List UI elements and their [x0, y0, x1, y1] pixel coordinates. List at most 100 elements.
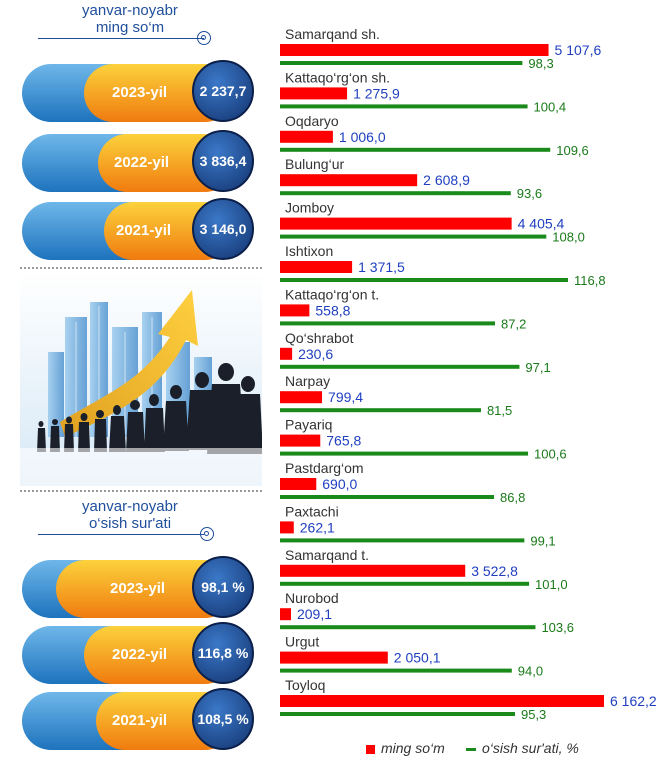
target-icon — [197, 31, 211, 45]
growth-bar — [280, 538, 525, 543]
money-value-label: 262,1 — [300, 519, 335, 535]
money-value-label: 558,8 — [315, 302, 350, 318]
dotted-divider — [20, 267, 262, 269]
growth-subtitle: o‘sish sur'ati — [88, 515, 172, 532]
growth-bar — [280, 495, 495, 499]
money-value-label: 1 275,9 — [353, 85, 400, 101]
year-label: 2023-yil — [110, 580, 166, 597]
money-value-label: 5 107,6 — [555, 42, 602, 58]
growth-value-label: 100,4 — [534, 99, 567, 114]
growth-bar — [280, 625, 536, 630]
money-bar — [280, 564, 466, 577]
growth-value-label: 97,1 — [525, 360, 550, 375]
money-value-label: 2 050,1 — [394, 650, 441, 666]
year-label: 2022-yil — [112, 646, 168, 663]
category-label: Samarqand t. — [285, 547, 369, 563]
growth-value-label: 98,3 — [528, 56, 553, 71]
growth-value-label: 99,1 — [530, 533, 555, 548]
money-bar — [280, 608, 291, 621]
target-icon — [200, 527, 214, 541]
year-label: 2023-yil — [112, 84, 168, 101]
category-label: Payariq — [285, 417, 332, 433]
value-circle: 3 146,0 — [192, 198, 254, 260]
year-label: 2021-yil — [116, 222, 172, 239]
growth-value-label: 100,6 — [534, 447, 567, 462]
money-value-label: 690,0 — [322, 476, 357, 492]
category-label: Urgut — [285, 634, 319, 650]
legend-green-swatch — [466, 747, 476, 751]
money-bar — [280, 391, 323, 404]
legend-red-swatch — [366, 744, 375, 754]
money-value-label: 765,8 — [326, 433, 361, 449]
money-value-label: 3 522,8 — [471, 563, 518, 579]
business-growth-illustration — [20, 272, 262, 486]
category-label: Narpay — [285, 373, 330, 389]
money-value-label: 209,1 — [297, 606, 332, 622]
growth-bar — [280, 408, 481, 413]
growth-value-label: 94,0 — [518, 664, 543, 679]
value-circle: 116,8 % — [192, 622, 254, 684]
money-value-label: 799,4 — [328, 389, 363, 405]
money-bar — [280, 695, 604, 707]
growth-bar — [280, 364, 520, 369]
growth-bar — [280, 278, 568, 282]
money-bar — [280, 174, 418, 187]
growth-value-label: 116,8 — [574, 273, 606, 288]
money-value-label: 2 608,9 — [423, 172, 470, 188]
money-bar — [280, 651, 388, 664]
year-label: 2022-yil — [114, 154, 170, 171]
growth-value-label: 93,6 — [517, 186, 542, 201]
money-bar — [280, 130, 333, 143]
money-bar — [280, 434, 321, 447]
money-bar — [280, 87, 348, 100]
growth-value-label: 103,6 — [541, 620, 574, 635]
growth-bar — [280, 321, 496, 326]
growth-bar — [280, 234, 547, 239]
value-circle: 3 836,4 — [192, 130, 254, 192]
totals-header: yanvar-noyabr ming so‘m — [40, 2, 220, 36]
totals-pill-2021: 2021-yil 3 146,0 — [22, 198, 254, 260]
value-circle: 2 237,7 — [192, 60, 254, 122]
category-label: Pastdarg‘om — [285, 460, 364, 476]
growth-bar — [280, 668, 512, 673]
growth-bar — [280, 147, 551, 152]
money-value-label: 1 006,0 — [339, 129, 386, 145]
growth-value-label: 101,0 — [535, 577, 568, 592]
money-bar — [280, 478, 317, 490]
value-circle: 98,1 % — [192, 556, 254, 618]
growth-bar — [280, 61, 523, 65]
money-value-label: 4 405,4 — [518, 216, 565, 232]
category-label: Oqdaryo — [285, 113, 339, 129]
growth-header: yanvar-noyabr o‘sish sur'ati — [40, 498, 220, 532]
growth-bar — [280, 712, 515, 716]
legend-growth-label: o‘sish sur'ati, % — [482, 740, 579, 756]
growth-underline — [38, 534, 204, 535]
money-value-label: 6 162,2 — [610, 693, 657, 709]
totals-pill-2022: 2022-yil 3 836,4 — [22, 130, 254, 192]
growth-value-label: 109,6 — [556, 143, 589, 158]
totals-pill-2023: 2023-yil 2 237,7 — [22, 60, 254, 122]
category-label: Toyloq — [285, 677, 325, 693]
category-label: Ishtixon — [285, 243, 333, 259]
growth-period: yanvar-noyabr — [82, 498, 178, 515]
growth-bar — [280, 581, 530, 586]
dotted-divider — [20, 490, 262, 492]
growth-bar — [280, 104, 528, 109]
category-label: Samarqand sh. — [285, 26, 380, 42]
money-bar — [280, 44, 549, 56]
category-label: Nurobod — [285, 590, 339, 606]
growth-bar — [280, 451, 529, 456]
money-bar — [280, 261, 353, 273]
totals-period: yanvar-noyabr — [82, 2, 178, 19]
value-circle: 108,5 % — [192, 688, 254, 750]
money-bar — [280, 347, 293, 360]
money-bar — [280, 521, 294, 534]
legend-money: ming so‘m — [366, 740, 445, 756]
growth-value-label: 81,5 — [487, 403, 512, 418]
growth-value-label: 87,2 — [501, 316, 526, 331]
totals-underline — [38, 38, 204, 39]
district-bar-chart: Samarqand sh. 5 107,698,3 Kattaqo‘rg‘on sh… — [280, 26, 657, 722]
category-label: Paxtachi — [285, 503, 339, 519]
growth-value-label: 95,3 — [521, 707, 546, 722]
money-bar — [280, 304, 310, 317]
